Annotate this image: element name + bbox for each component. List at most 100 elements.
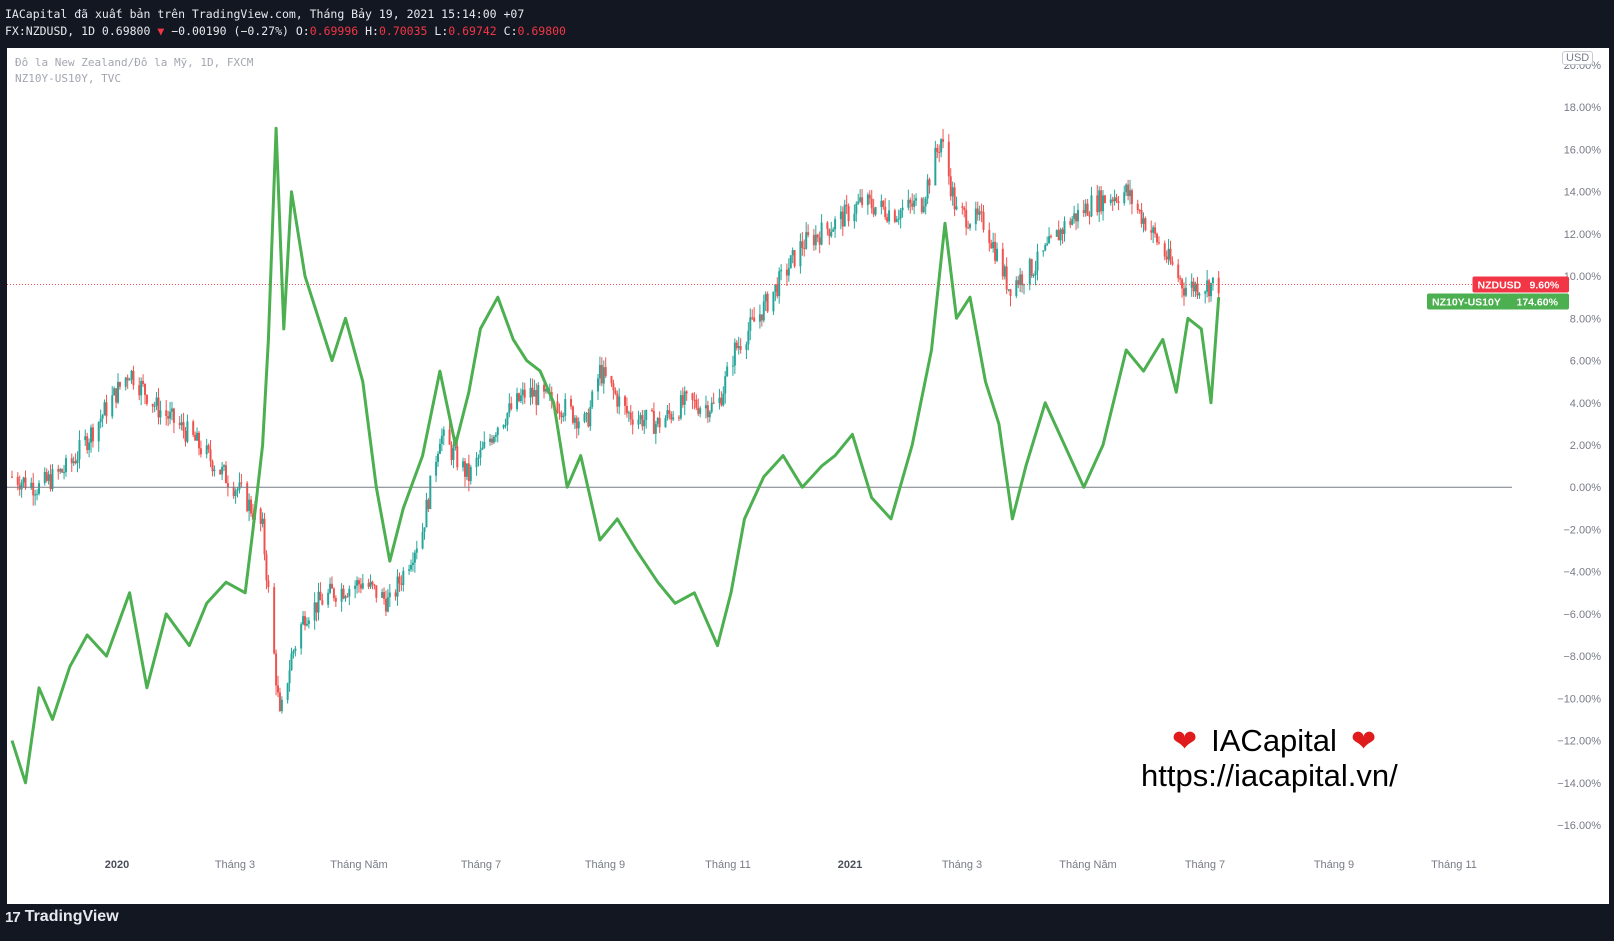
chart-svg[interactable]: 20.00%18.00%16.00%14.00%12.00%10.00%8.00… (7, 48, 1609, 904)
candle-body (132, 370, 135, 386)
candle-body (172, 408, 175, 423)
candle-body (575, 417, 578, 429)
price-axis-label: −16.00% (1557, 820, 1601, 832)
candle-body (383, 592, 386, 599)
candle-body (718, 397, 721, 404)
candle-body (59, 469, 62, 472)
badge-series-name: NZDUSD (1478, 280, 1522, 292)
candle-body (169, 411, 172, 419)
candle-body (319, 591, 322, 601)
candle-body (988, 229, 991, 243)
time-axis-label: Tháng 3 (215, 859, 255, 871)
candle-body (452, 448, 455, 460)
candle-body (1190, 281, 1193, 288)
candle-body (1102, 195, 1105, 212)
candle-body (118, 382, 121, 387)
currency-button[interactable]: USD (1562, 51, 1594, 65)
candle-body (969, 224, 972, 228)
candle-body (213, 469, 216, 472)
candle-body (585, 412, 588, 414)
candle-body (706, 405, 709, 418)
candle-body (735, 342, 738, 349)
candle-body (1019, 274, 1022, 286)
candle-body (656, 417, 659, 424)
candle-body (799, 241, 802, 267)
candle-body (517, 393, 520, 402)
chart-area[interactable]: 20.00% 18.00% 16.00% 14.00% 12.00% 10.00% 8.00… (7, 48, 1609, 904)
candle-body (722, 393, 725, 406)
candle-body (751, 317, 754, 319)
candle-body (442, 429, 445, 436)
candle-body (103, 402, 106, 416)
candle-body (375, 585, 378, 598)
candle-body (654, 423, 657, 434)
compare-series-legend[interactable]: NZ10Y-US10Y, TVC (15, 72, 121, 85)
candle-body (1217, 277, 1220, 294)
candle-body (91, 427, 94, 442)
candle-body (1075, 213, 1078, 222)
candle-body (277, 685, 280, 693)
candle-body (344, 596, 347, 599)
candle-body (211, 461, 214, 472)
candle-body (1042, 250, 1045, 252)
candle-body (544, 389, 547, 392)
tradingview-logo[interactable]: 17 TradingView (5, 908, 119, 926)
candle-body (699, 408, 702, 414)
candle-body (639, 415, 642, 420)
candle-body (672, 417, 675, 420)
candle-body (450, 444, 453, 460)
candle-body (1073, 213, 1076, 220)
candle-body (329, 583, 332, 593)
candle-body (101, 415, 104, 419)
candle-body (874, 206, 877, 215)
candle-body (465, 463, 468, 477)
candle-body (758, 314, 761, 322)
brand-name: TradingView (24, 908, 119, 925)
candle-body (612, 383, 615, 391)
candle-body (915, 198, 918, 201)
candle-body (286, 683, 289, 700)
candle-body (408, 569, 411, 571)
candle-body (618, 396, 621, 407)
time-axis-label: Tháng Năm (330, 859, 387, 871)
candle-body (1034, 270, 1037, 276)
candle-body (184, 430, 187, 442)
candle-body (587, 412, 590, 427)
candle-body (1204, 291, 1207, 294)
open-label: O: (295, 24, 310, 38)
candle-body (745, 344, 748, 350)
candle-body (1206, 280, 1209, 292)
candle-body (170, 408, 173, 412)
candle-body (36, 493, 39, 495)
candle-body (504, 424, 507, 426)
candle-body (610, 376, 613, 384)
candle-body (321, 600, 324, 605)
candle-body (151, 403, 154, 407)
candle-body (789, 255, 792, 269)
candle-body (1163, 243, 1166, 257)
candle-body (1100, 190, 1103, 212)
candle-body (652, 410, 655, 434)
candle-body (180, 422, 183, 426)
candle-body (853, 213, 856, 222)
badge-value: 9.60% (1530, 280, 1560, 292)
candle-body (521, 389, 524, 396)
candle-body (577, 421, 580, 429)
candle-body (516, 393, 519, 410)
candle-body (16, 476, 19, 485)
candle-body (637, 419, 640, 425)
candle-body (839, 211, 842, 220)
candle-body (951, 187, 954, 197)
candle-body (834, 219, 837, 230)
candle-body (1123, 192, 1126, 204)
candle-body (793, 250, 796, 267)
candle-body (778, 271, 781, 297)
symbol-label[interactable]: FX:NZDUSD, 1D 0.69800 (5, 24, 151, 38)
candle-body (1028, 259, 1031, 285)
candle-body (126, 377, 129, 381)
candle-body (940, 139, 943, 153)
main-series-legend[interactable]: Đô la New Zealand/Đô la Mỹ, 1D, FXCM (15, 56, 254, 69)
candle-body (273, 587, 276, 654)
candle-body (369, 581, 372, 587)
candle-body (410, 565, 413, 570)
